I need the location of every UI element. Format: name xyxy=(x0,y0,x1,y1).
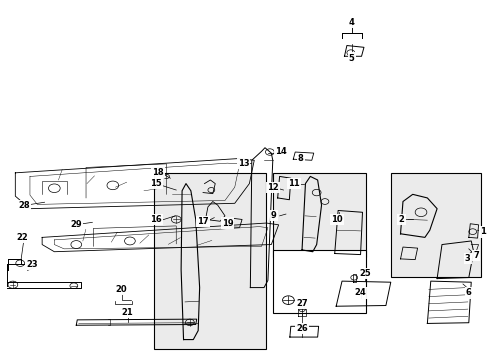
Bar xyxy=(390,173,480,277)
Text: 16: 16 xyxy=(150,215,162,224)
Text: 6: 6 xyxy=(465,288,471,297)
Text: 25: 25 xyxy=(358,269,370,278)
Text: 10: 10 xyxy=(331,215,342,224)
Text: 26: 26 xyxy=(296,324,307,333)
Text: 7: 7 xyxy=(472,251,478,260)
Text: 14: 14 xyxy=(274,147,286,156)
Text: 24: 24 xyxy=(354,288,366,297)
Text: 3: 3 xyxy=(464,255,470,264)
Bar xyxy=(272,173,366,257)
Text: 9: 9 xyxy=(270,211,276,220)
Text: 22: 22 xyxy=(17,233,28,242)
Text: 28: 28 xyxy=(18,201,30,210)
Text: 19: 19 xyxy=(221,219,233,228)
Text: 27: 27 xyxy=(296,299,307,308)
Text: 1: 1 xyxy=(480,228,486,237)
Text: 23: 23 xyxy=(26,260,38,269)
Text: 17: 17 xyxy=(197,217,208,226)
Text: 2: 2 xyxy=(398,215,404,224)
Text: 8: 8 xyxy=(297,154,303,163)
Text: 13: 13 xyxy=(237,159,249,168)
Text: 15: 15 xyxy=(150,179,162,188)
Bar xyxy=(154,173,266,348)
Text: 29: 29 xyxy=(70,220,82,229)
Text: 12: 12 xyxy=(266,183,278,192)
Text: 18: 18 xyxy=(152,168,163,177)
Text: 4: 4 xyxy=(348,18,354,27)
Text: 21: 21 xyxy=(122,308,133,317)
Text: 20: 20 xyxy=(116,285,127,294)
Bar xyxy=(272,250,366,313)
Text: 11: 11 xyxy=(288,179,300,188)
Text: 5: 5 xyxy=(348,54,354,63)
